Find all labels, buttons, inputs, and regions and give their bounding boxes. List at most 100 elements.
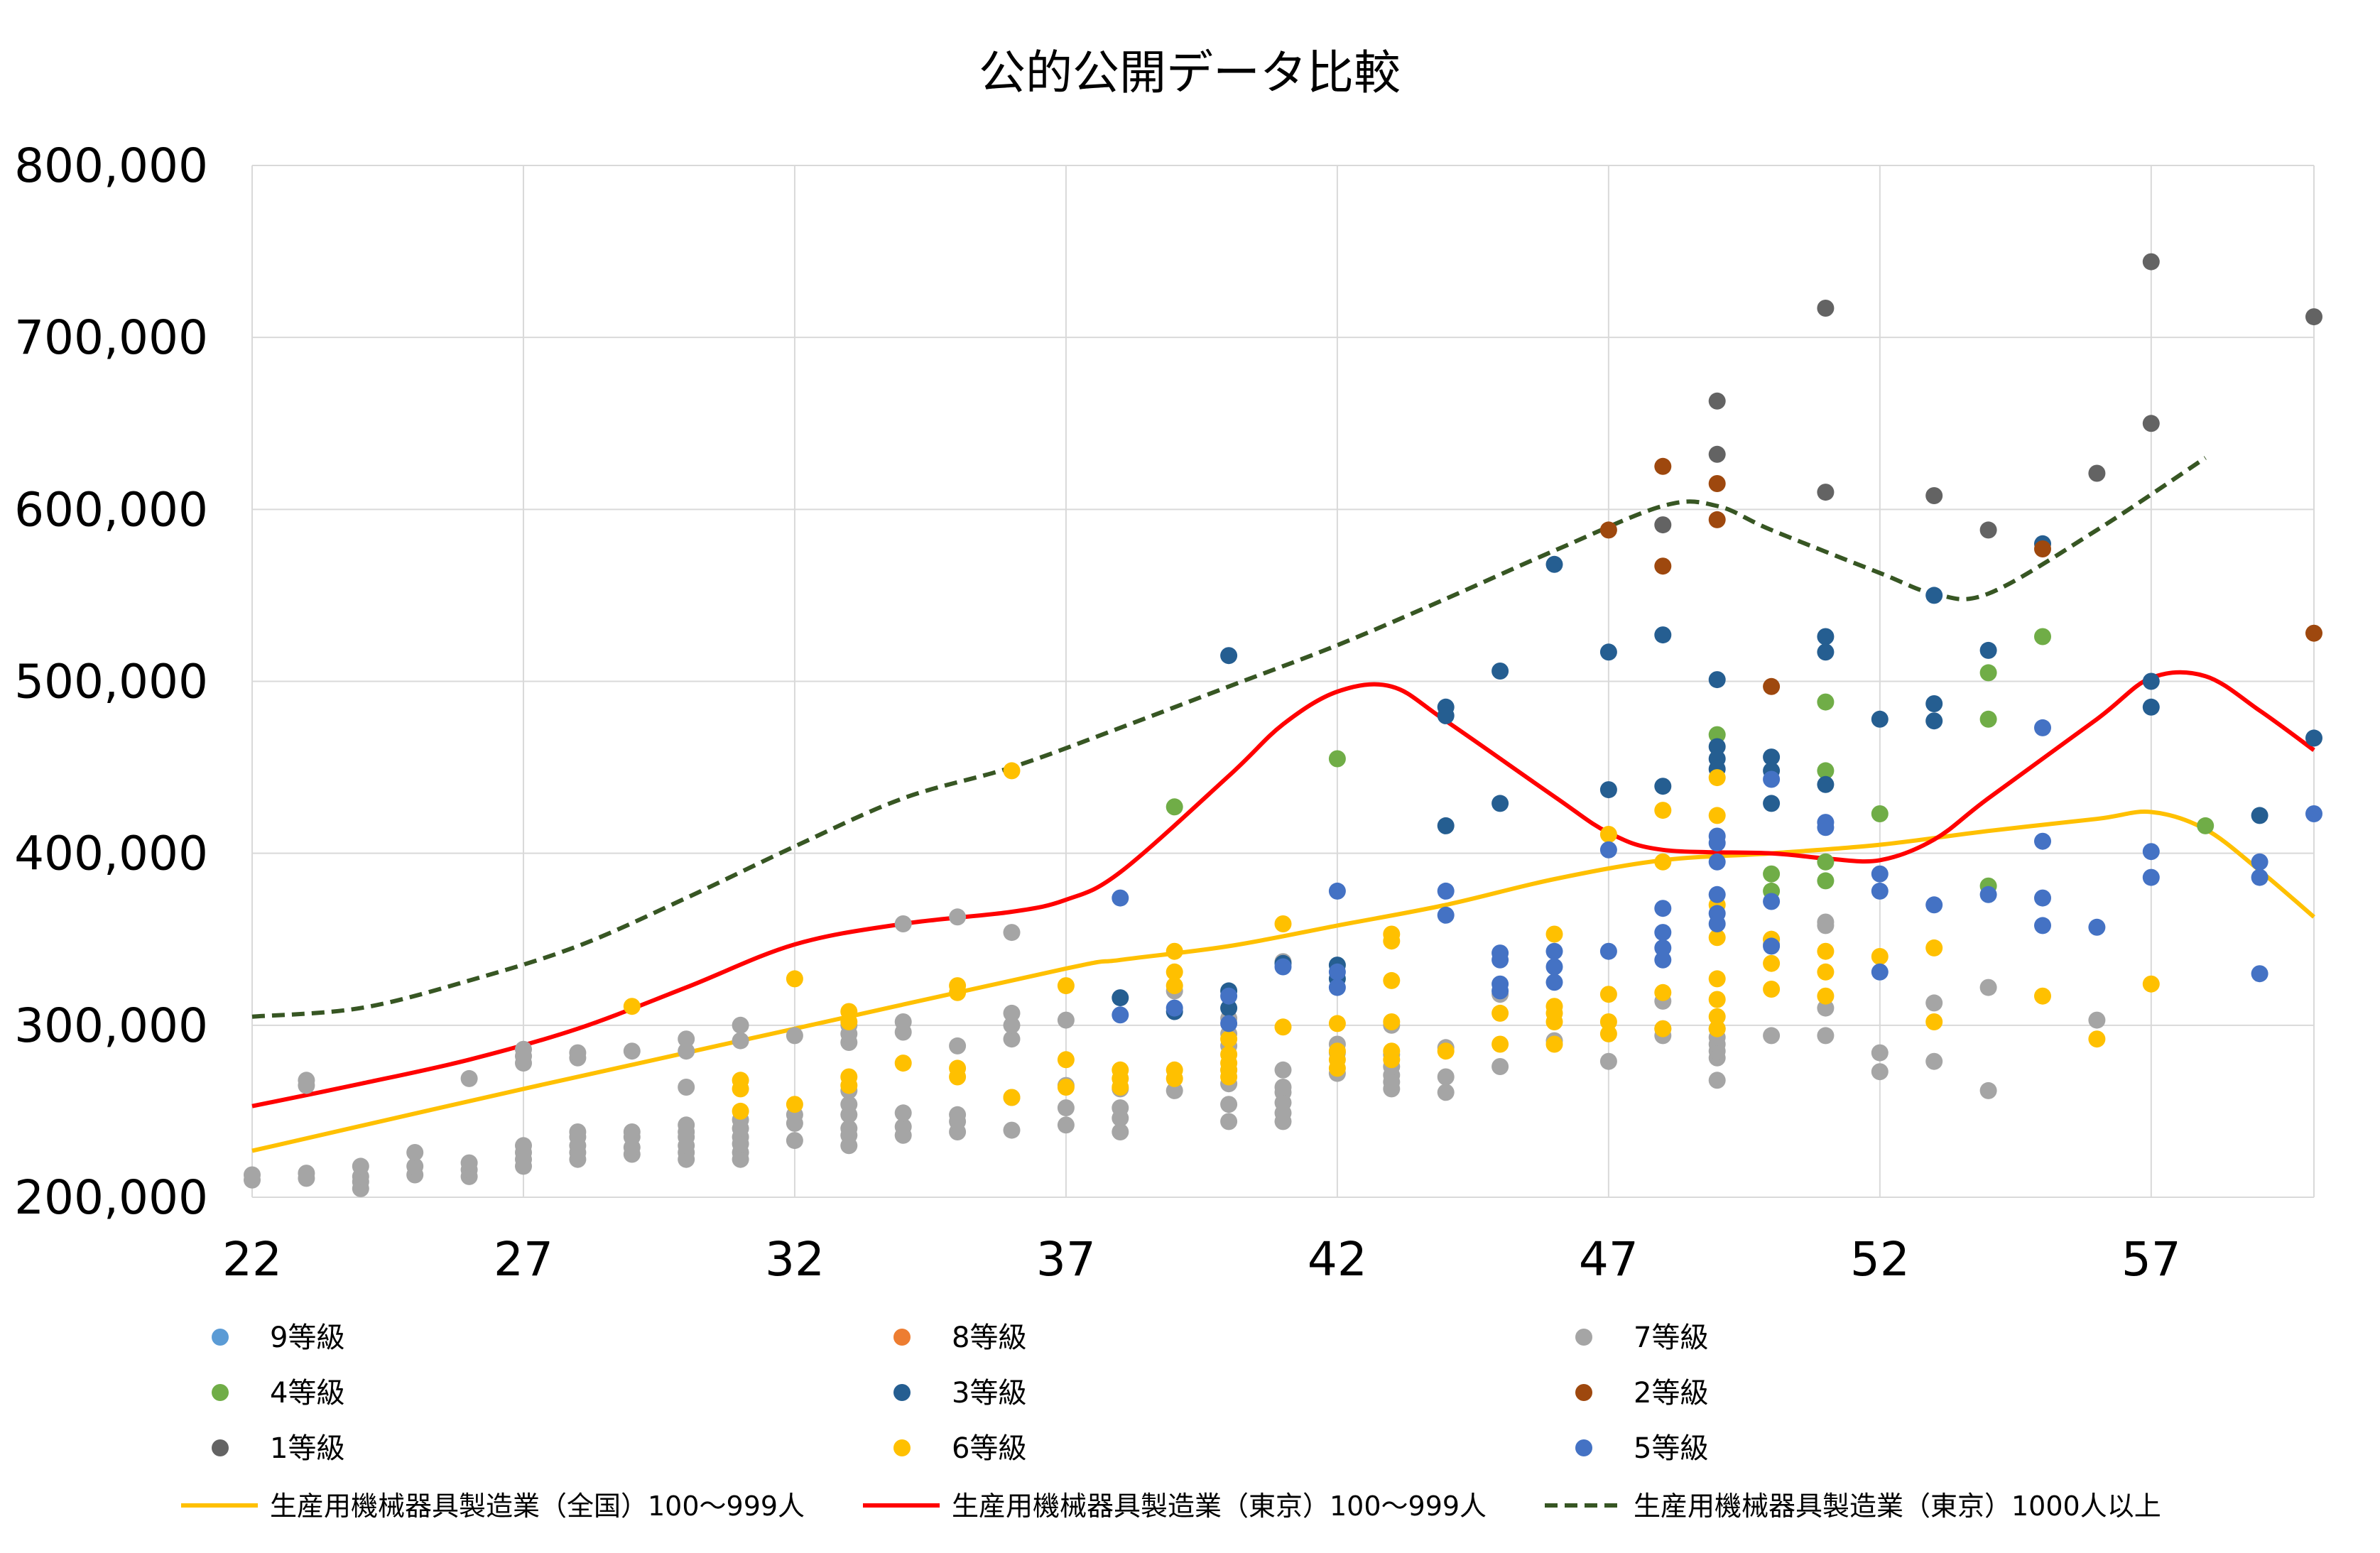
chart-title: 公的公開データ比較 bbox=[979, 45, 1401, 100]
point-g2 bbox=[1708, 511, 1726, 528]
point-g3 bbox=[1871, 710, 1889, 728]
point-g4 bbox=[2197, 817, 2215, 834]
point-g3 bbox=[1763, 748, 1781, 766]
point-g5 bbox=[1599, 841, 1617, 859]
point-g3 bbox=[1599, 781, 1617, 799]
x-tick-label: 37 bbox=[1036, 1232, 1096, 1287]
point-g7 bbox=[1979, 1081, 1997, 1099]
legend-marker-g9 bbox=[212, 1329, 229, 1346]
point-g7 bbox=[1165, 1081, 1183, 1099]
point-g6 bbox=[1654, 802, 1672, 819]
x-tick-label: 52 bbox=[1850, 1232, 1910, 1287]
point-g7 bbox=[894, 915, 912, 932]
point-g5 bbox=[1871, 963, 1889, 981]
legend-label-g2: 2等級 bbox=[1634, 1377, 1708, 1410]
point-g6 bbox=[1545, 925, 1563, 943]
point-g7 bbox=[678, 1030, 695, 1048]
y-tick-label: 800,000 bbox=[14, 138, 208, 193]
point-g2 bbox=[1763, 677, 1781, 695]
point-g6 bbox=[1599, 986, 1617, 1003]
point-g5 bbox=[1274, 958, 1292, 976]
legend-label-g8: 8等級 bbox=[952, 1322, 1026, 1354]
point-g6 bbox=[1165, 942, 1183, 960]
point-g5 bbox=[1763, 937, 1781, 955]
point-g1 bbox=[1979, 521, 1997, 539]
point-g3 bbox=[1112, 989, 1129, 1007]
point-g5 bbox=[2034, 917, 2051, 934]
point-g7 bbox=[1871, 1044, 1889, 1062]
point-g5 bbox=[2034, 719, 2051, 736]
legend-label-tokyo: 生産用機械器具製造業（東京）100～999人 bbox=[952, 1491, 1487, 1522]
point-g7 bbox=[1274, 1079, 1292, 1096]
point-g6 bbox=[840, 1013, 858, 1030]
point-g5 bbox=[1925, 896, 1943, 914]
point-g5 bbox=[1708, 886, 1726, 903]
point-g5 bbox=[1328, 882, 1346, 900]
point-g7 bbox=[678, 1042, 695, 1060]
point-g7 bbox=[1057, 1116, 1075, 1134]
point-g3 bbox=[1763, 795, 1781, 812]
point-g7 bbox=[1708, 1072, 1726, 1089]
point-g7 bbox=[460, 1154, 478, 1172]
point-g7 bbox=[1057, 1011, 1075, 1029]
point-g7 bbox=[678, 1079, 695, 1096]
axes: 200,000 300,000 400,000 500,000 600,000 700,0… bbox=[14, 138, 2181, 1287]
point-g6 bbox=[1817, 963, 1835, 981]
point-g6 bbox=[1708, 1008, 1726, 1025]
point-g7 bbox=[1003, 1121, 1021, 1139]
point-g3 bbox=[1437, 707, 1455, 724]
point-g3 bbox=[1979, 641, 1997, 659]
point-g7 bbox=[515, 1137, 532, 1155]
legend-label-tokyo1000: 生産用機械器具製造業（東京）1000人以上 bbox=[1634, 1491, 2161, 1522]
point-g5 bbox=[1437, 882, 1455, 900]
point-g5 bbox=[1220, 1015, 1238, 1032]
point-g7 bbox=[569, 1123, 587, 1140]
point-g6 bbox=[1057, 1079, 1075, 1096]
legend-marker-g5 bbox=[1575, 1439, 1592, 1456]
legend-label-zenkoku: 生産用機械器具製造業（全国）100～999人 bbox=[270, 1491, 805, 1522]
x-tick-label: 57 bbox=[2121, 1232, 2181, 1287]
point-g7 bbox=[623, 1042, 641, 1060]
point-g6 bbox=[1328, 1015, 1346, 1032]
point-g7 bbox=[1979, 979, 1997, 996]
point-g7 bbox=[1003, 924, 1021, 942]
point-g6 bbox=[1763, 981, 1781, 998]
point-g1 bbox=[1708, 392, 1726, 410]
point-g7 bbox=[352, 1157, 369, 1175]
point-g5 bbox=[2034, 832, 2051, 850]
point-g6 bbox=[2142, 975, 2160, 993]
point-g7 bbox=[1491, 1058, 1509, 1075]
point-g7 bbox=[786, 1132, 803, 1150]
legend-label-g7: 7等級 bbox=[1634, 1322, 1708, 1354]
point-g6 bbox=[1925, 939, 1943, 957]
point-g6 bbox=[1491, 1035, 1509, 1053]
point-g7 bbox=[1274, 1061, 1292, 1079]
y-tick-label: 600,000 bbox=[14, 482, 208, 537]
point-g7 bbox=[1437, 1068, 1455, 1086]
point-g6 bbox=[1708, 1020, 1726, 1037]
legend-marker-g7 bbox=[1575, 1329, 1592, 1346]
point-g7 bbox=[786, 1027, 803, 1045]
point-g3 bbox=[1220, 999, 1238, 1017]
point-g3 bbox=[1817, 643, 1835, 661]
point-g4 bbox=[1871, 805, 1889, 822]
point-g5 bbox=[2142, 868, 2160, 886]
point-g3 bbox=[1817, 628, 1835, 645]
point-g1 bbox=[2305, 308, 2322, 326]
legend-label-g9: 9等級 bbox=[270, 1322, 344, 1354]
legend-label-g4: 4等級 bbox=[270, 1377, 344, 1410]
x-tick-label: 47 bbox=[1579, 1232, 1639, 1287]
point-g5 bbox=[1708, 834, 1726, 852]
x-tick-label: 42 bbox=[1308, 1232, 1367, 1287]
point-g5 bbox=[1654, 924, 1672, 942]
point-g7 bbox=[515, 1040, 532, 1058]
y-tick-label: 400,000 bbox=[14, 827, 208, 881]
point-g3 bbox=[2142, 698, 2160, 716]
point-g7 bbox=[894, 1118, 912, 1135]
point-g6 bbox=[1545, 1013, 1563, 1030]
y-tick-label: 700,000 bbox=[14, 310, 208, 365]
point-g5 bbox=[2305, 805, 2322, 822]
point-g5 bbox=[2251, 965, 2268, 983]
